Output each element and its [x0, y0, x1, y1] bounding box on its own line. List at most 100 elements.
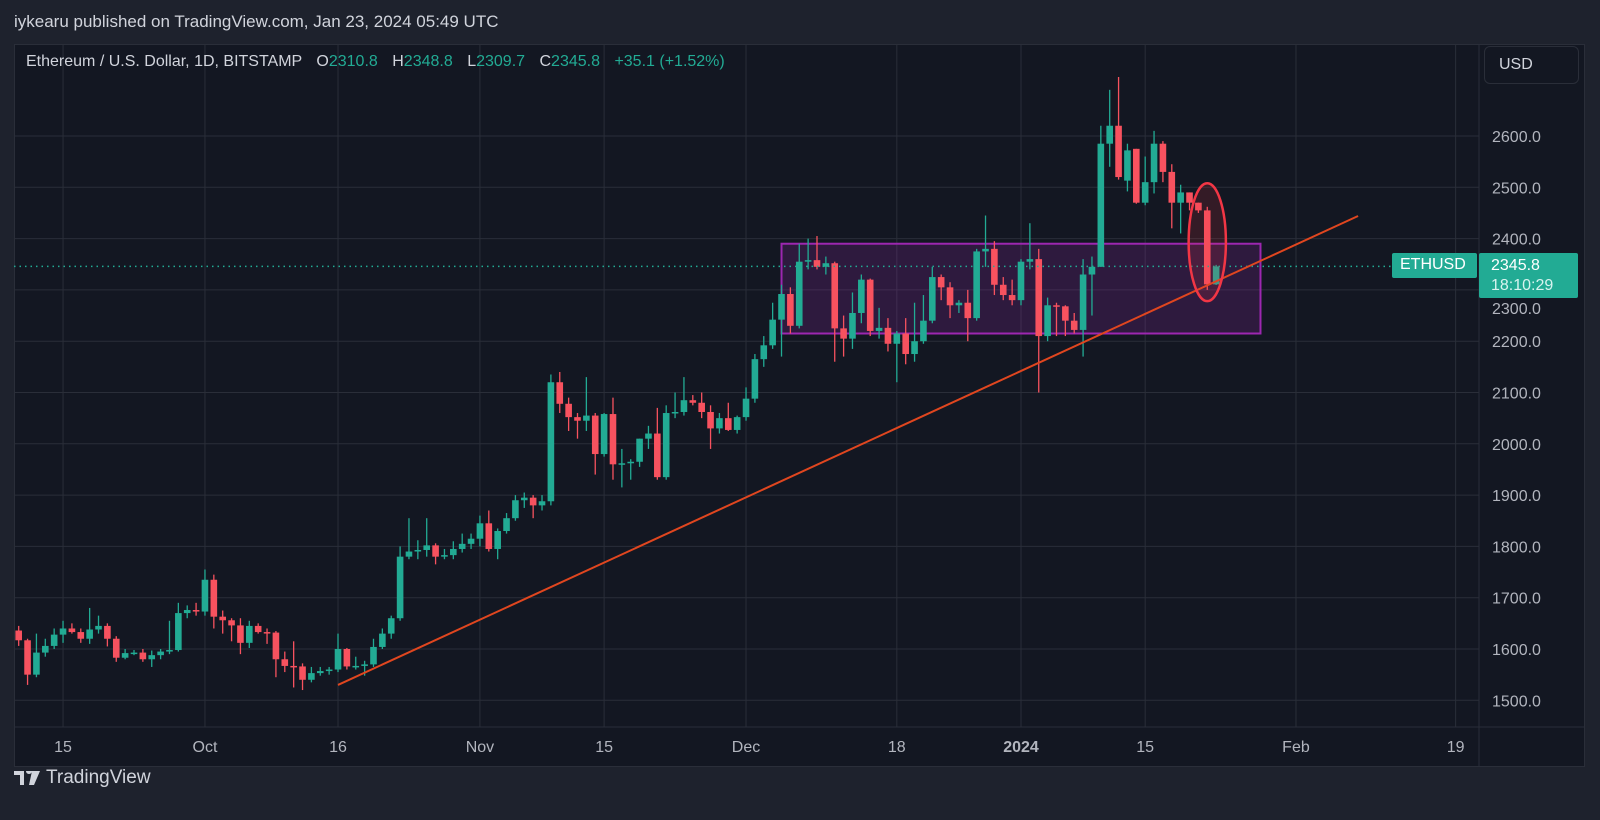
candles — [15, 77, 1220, 691]
candle — [15, 625, 22, 646]
candle — [299, 663, 306, 691]
candle-body — [458, 543, 466, 549]
candle — [157, 649, 164, 660]
candle-body — [15, 630, 22, 641]
candle-body — [246, 625, 253, 643]
candle — [148, 650, 156, 667]
candle — [849, 292, 856, 349]
candle — [547, 374, 555, 506]
candle-body — [316, 671, 324, 674]
candle — [396, 546, 404, 621]
open-label: O — [316, 53, 329, 70]
candle-body — [733, 417, 741, 430]
candle — [42, 638, 49, 657]
candle-body — [902, 333, 909, 355]
candle-body — [1070, 320, 1078, 330]
candle-body — [982, 248, 989, 252]
candle — [343, 647, 351, 670]
candle-body — [831, 263, 839, 329]
candle-body — [210, 579, 218, 617]
candle-body — [237, 625, 244, 643]
candle-body — [192, 610, 200, 612]
candle — [724, 402, 732, 431]
candle — [1150, 130, 1158, 194]
candle-body — [228, 620, 235, 626]
candle-body — [1115, 125, 1122, 178]
price-tick-label: 2100.0 — [1492, 386, 1541, 403]
logo-text: TradingView — [46, 767, 151, 788]
candle — [654, 407, 661, 480]
candle — [520, 492, 528, 508]
candle — [1097, 125, 1105, 267]
candle — [503, 513, 510, 534]
candle-body — [95, 625, 102, 630]
candle-body — [849, 312, 856, 339]
candle — [600, 413, 608, 457]
currency-button[interactable]: USD — [1484, 46, 1579, 84]
candle-body — [778, 294, 785, 320]
candle-body — [1177, 192, 1184, 203]
date-tick-label: 15 — [595, 739, 613, 756]
candle-body — [804, 260, 812, 262]
candle — [822, 256, 830, 275]
candle-body — [104, 625, 111, 639]
candle-body — [77, 632, 85, 639]
date-tick-label: 2024 — [1003, 739, 1039, 756]
candle-body — [450, 548, 457, 556]
candle — [175, 602, 182, 652]
candle — [121, 649, 129, 660]
candle-body — [583, 415, 590, 421]
tradingview-logo[interactable]: TradingView — [14, 767, 151, 789]
candle-body — [254, 625, 262, 633]
candle-body — [529, 497, 537, 506]
candle-body — [1106, 125, 1113, 144]
candle — [77, 628, 85, 643]
candle — [893, 330, 901, 383]
candle-body — [875, 327, 883, 331]
candle — [769, 302, 776, 349]
candle-body — [1026, 259, 1034, 262]
candle — [937, 274, 945, 301]
candle-body — [352, 665, 360, 668]
candle — [1008, 279, 1016, 306]
candle-body — [565, 403, 572, 418]
candle — [902, 318, 909, 365]
candle-body — [1133, 148, 1140, 203]
candle — [778, 284, 785, 357]
candle-body — [636, 438, 643, 462]
date-tick-label: 18 — [888, 739, 906, 756]
candle — [742, 387, 750, 421]
candle-body — [858, 279, 865, 313]
candle — [1106, 89, 1113, 167]
candle — [583, 377, 590, 431]
close-label: C — [539, 53, 552, 70]
candle — [254, 623, 262, 634]
candle — [680, 377, 688, 416]
candle-body — [742, 398, 750, 418]
candle — [1079, 259, 1087, 357]
candle — [379, 628, 386, 649]
candle — [609, 397, 617, 480]
candle — [1133, 148, 1140, 204]
candle-body — [263, 632, 271, 634]
price-tick-label: 1700.0 — [1492, 591, 1541, 608]
candle-body — [175, 613, 182, 651]
candle — [86, 607, 93, 644]
candle — [733, 415, 741, 434]
candle — [139, 649, 147, 662]
date-tick-label: 15 — [1136, 739, 1154, 756]
symbol-price-tag: ETHUSD — [1392, 253, 1477, 278]
candle-body — [308, 673, 315, 680]
candle-body — [538, 501, 546, 506]
candle — [1159, 141, 1167, 183]
symbol-title[interactable]: Ethereum / U.S. Dollar, 1D, BITSTAMP — [26, 53, 302, 70]
candle — [636, 438, 643, 467]
candle — [1115, 77, 1122, 180]
candle-body — [1168, 171, 1176, 203]
candle-body — [1159, 143, 1167, 172]
candle-body — [112, 638, 120, 658]
candle-body — [503, 518, 510, 532]
price-tick-label: 2500.0 — [1492, 180, 1541, 197]
candle — [804, 238, 812, 270]
